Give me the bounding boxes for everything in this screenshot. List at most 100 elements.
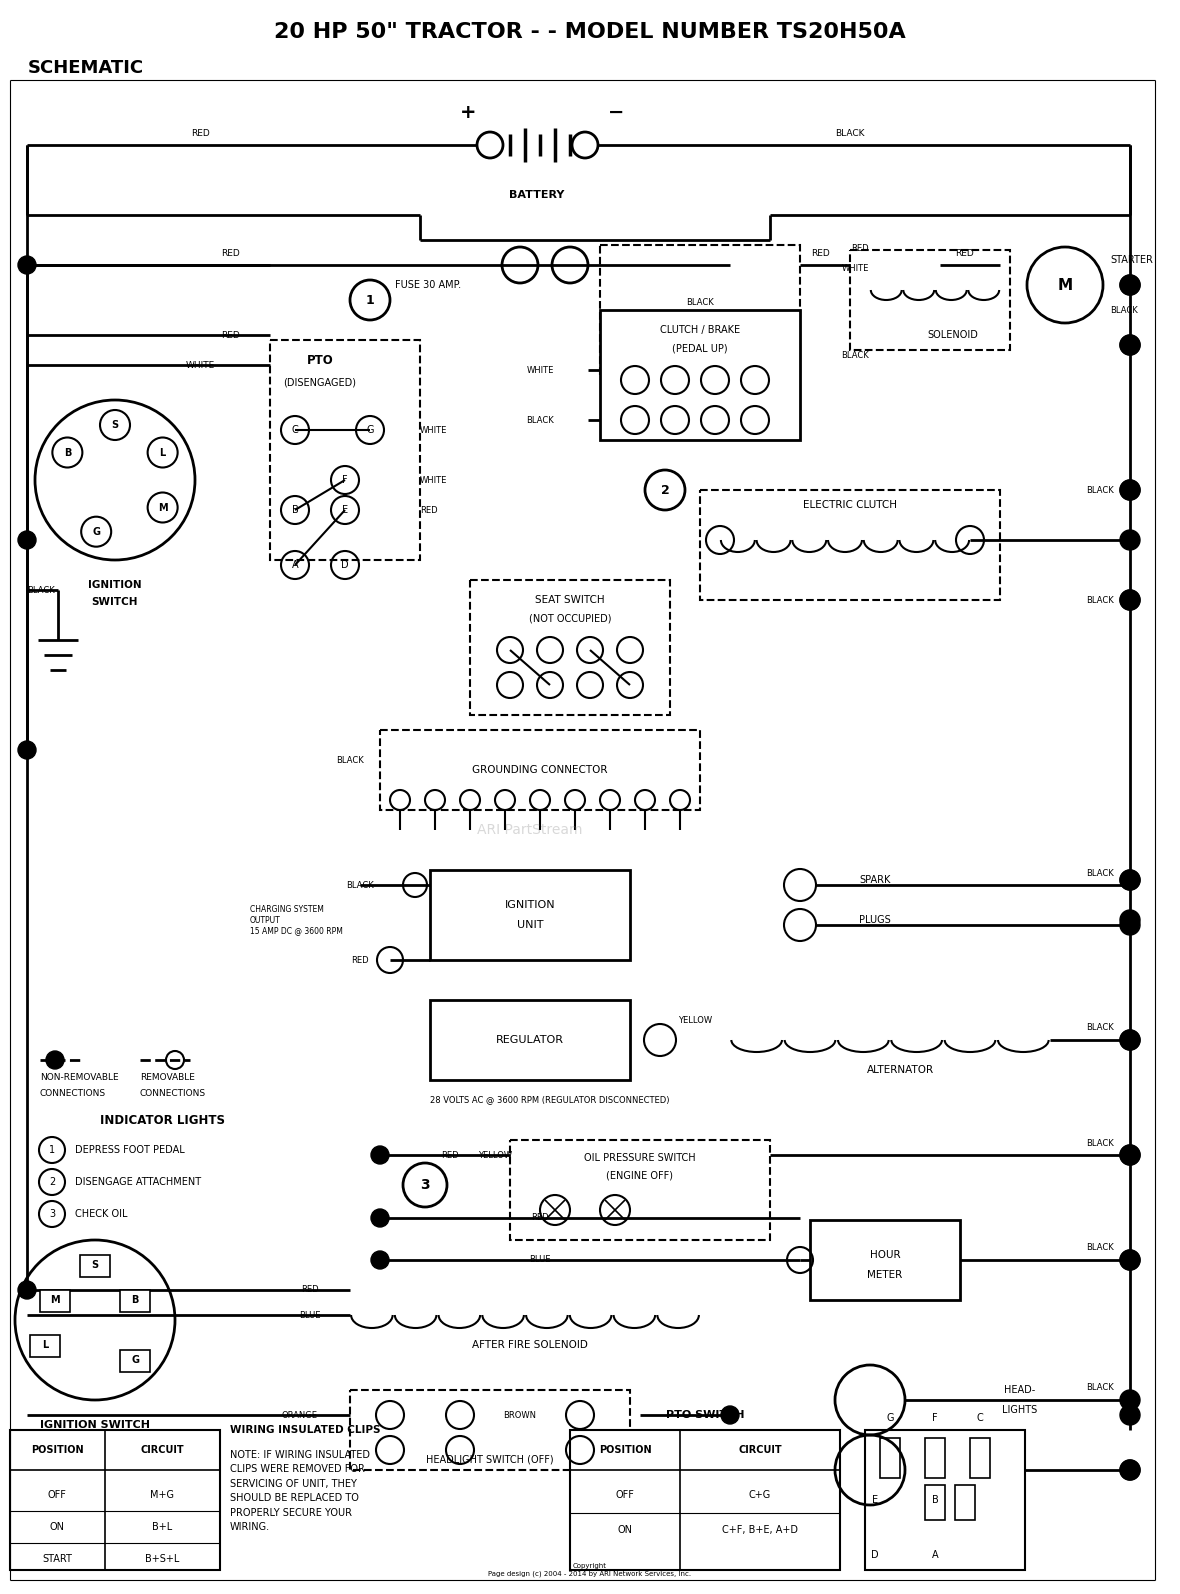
Text: D: D — [871, 1549, 879, 1561]
Text: M+G: M+G — [150, 1490, 173, 1500]
Text: WHITE: WHITE — [185, 360, 215, 370]
Text: S: S — [111, 419, 118, 430]
Text: 3: 3 — [420, 1178, 430, 1192]
Text: RED: RED — [221, 249, 240, 258]
Text: IGNITION: IGNITION — [88, 580, 142, 590]
Text: L: L — [41, 1341, 48, 1350]
Text: (PEDAL UP): (PEDAL UP) — [673, 343, 728, 352]
Text: B: B — [64, 448, 71, 457]
Text: (DISENGAGED): (DISENGAGED) — [283, 378, 356, 387]
Text: B+L: B+L — [152, 1522, 172, 1532]
Text: 20 HP 50" TRACTOR - - MODEL NUMBER TS20H50A: 20 HP 50" TRACTOR - - MODEL NUMBER TS20H… — [274, 22, 906, 41]
Text: RED: RED — [811, 249, 830, 258]
Text: S: S — [91, 1259, 99, 1270]
Circle shape — [1120, 1250, 1140, 1270]
Text: DISENGAGE ATTACHMENT: DISENGAGE ATTACHMENT — [76, 1176, 201, 1188]
Text: CIRCUIT: CIRCUIT — [140, 1446, 184, 1455]
Text: 3: 3 — [48, 1208, 55, 1219]
Text: F: F — [342, 475, 348, 485]
Circle shape — [1120, 480, 1140, 501]
Circle shape — [1120, 915, 1140, 936]
Text: BLUE: BLUE — [530, 1256, 551, 1264]
Text: BLACK: BLACK — [1086, 1243, 1114, 1253]
Text: WHITE: WHITE — [841, 263, 868, 273]
Text: 1: 1 — [366, 293, 374, 306]
Text: ALTERNATOR: ALTERNATOR — [866, 1065, 933, 1074]
Circle shape — [1120, 1460, 1140, 1479]
Text: C: C — [291, 426, 299, 435]
Bar — [970, 1438, 990, 1478]
Text: AFTER FIRE SOLENOID: AFTER FIRE SOLENOID — [472, 1341, 588, 1350]
Text: YELLOW: YELLOW — [478, 1151, 512, 1159]
Bar — [880, 1438, 900, 1478]
Text: BROWN: BROWN — [504, 1411, 537, 1420]
Circle shape — [1120, 590, 1140, 611]
Text: B: B — [291, 505, 299, 515]
Text: CHECK OIL: CHECK OIL — [76, 1208, 127, 1219]
Text: PLUGS: PLUGS — [859, 915, 891, 925]
Bar — [599, 309, 800, 440]
Text: BLACK: BLACK — [1086, 1138, 1114, 1148]
Text: BLACK: BLACK — [1110, 306, 1138, 314]
Text: 2: 2 — [661, 483, 669, 496]
Text: C+F, B+E, A+D: C+F, B+E, A+D — [722, 1525, 798, 1535]
Circle shape — [1120, 276, 1140, 295]
Text: G: G — [92, 526, 100, 537]
Circle shape — [1120, 910, 1140, 929]
Circle shape — [371, 1208, 389, 1227]
Text: POSITION: POSITION — [31, 1446, 84, 1455]
Text: 1: 1 — [48, 1144, 55, 1156]
Text: WHITE: WHITE — [526, 365, 553, 375]
Text: RED: RED — [191, 129, 209, 137]
Text: RED: RED — [420, 505, 438, 515]
Bar — [470, 580, 670, 716]
Text: CIRCUIT: CIRCUIT — [739, 1446, 782, 1455]
Circle shape — [1120, 1250, 1140, 1270]
Text: REGULATOR: REGULATOR — [496, 1035, 564, 1046]
Text: OIL PRESSURE SWITCH: OIL PRESSURE SWITCH — [584, 1152, 696, 1164]
Bar — [925, 1486, 945, 1521]
Text: G: G — [131, 1355, 139, 1364]
Text: BLACK: BLACK — [1086, 596, 1114, 604]
Text: M: M — [51, 1294, 60, 1305]
Circle shape — [1120, 1030, 1140, 1050]
Bar — [865, 1430, 1025, 1570]
Text: L: L — [159, 448, 165, 457]
Text: ORANGE: ORANGE — [282, 1411, 317, 1420]
Text: STARTER: STARTER — [1110, 255, 1153, 265]
Circle shape — [1120, 870, 1140, 889]
Circle shape — [46, 1050, 64, 1070]
Circle shape — [18, 257, 37, 274]
Circle shape — [1120, 480, 1140, 501]
Text: SOLENOID: SOLENOID — [927, 330, 978, 340]
Bar — [120, 1350, 150, 1372]
Bar — [955, 1486, 975, 1521]
Text: REMOVABLE: REMOVABLE — [140, 1073, 195, 1082]
Circle shape — [1120, 1144, 1140, 1165]
Text: −: − — [608, 102, 624, 121]
Bar — [850, 250, 1010, 351]
Bar — [30, 1336, 60, 1356]
Bar — [925, 1438, 945, 1478]
Text: B: B — [932, 1495, 938, 1505]
Circle shape — [1120, 1404, 1140, 1425]
Text: BLACK: BLACK — [686, 298, 714, 306]
Text: (NOT OCCUPIED): (NOT OCCUPIED) — [529, 614, 611, 623]
Text: E: E — [872, 1495, 878, 1505]
Text: BLACK: BLACK — [1086, 1023, 1114, 1033]
Text: A: A — [932, 1549, 938, 1561]
Bar — [9, 1430, 219, 1570]
Text: +: + — [460, 102, 477, 121]
Text: FUSE 30 AMP.: FUSE 30 AMP. — [395, 281, 461, 290]
Bar — [40, 1290, 70, 1312]
Text: HEAD-: HEAD- — [1004, 1385, 1036, 1395]
Circle shape — [18, 1282, 37, 1299]
Circle shape — [1120, 529, 1140, 550]
Text: SEAT SWITCH: SEAT SWITCH — [536, 595, 605, 606]
Bar — [430, 870, 630, 960]
Circle shape — [1120, 335, 1140, 355]
Text: ON: ON — [50, 1522, 65, 1532]
Text: M: M — [158, 502, 168, 513]
Bar — [599, 245, 800, 375]
Text: CHARGING SYSTEM
OUTPUT
15 AMP DC @ 3600 RPM: CHARGING SYSTEM OUTPUT 15 AMP DC @ 3600 … — [250, 905, 343, 936]
